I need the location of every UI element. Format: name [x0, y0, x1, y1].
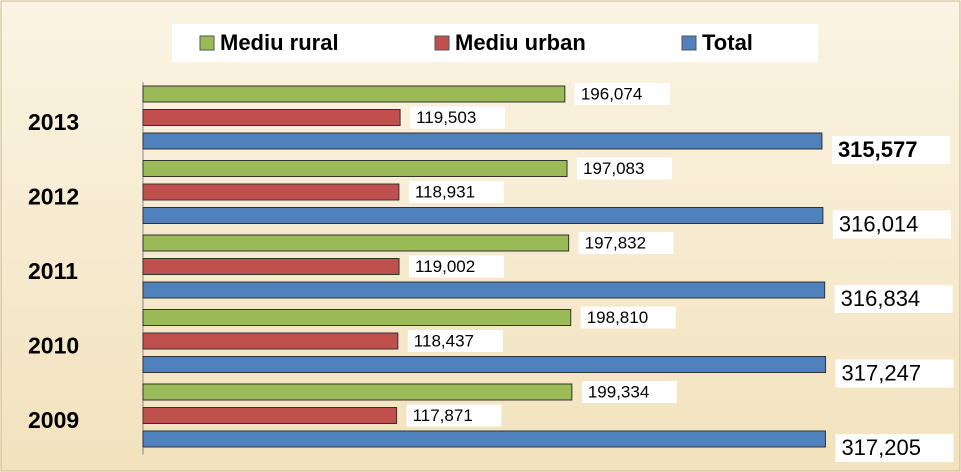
- value-label-box: [835, 359, 954, 388]
- category-label: 2010: [28, 333, 79, 359]
- bar: [142, 281, 826, 299]
- bar: [142, 183, 400, 201]
- value-label-box: [410, 106, 506, 129]
- value-label: 316,014: [839, 211, 919, 236]
- category-label: 2011: [28, 258, 78, 284]
- legend-label: Total: [702, 30, 753, 55]
- value-label: 197,832: [585, 233, 646, 252]
- value-label-box: [406, 404, 502, 427]
- value-label: 119,503: [416, 108, 476, 127]
- category-label: 2012: [28, 184, 79, 210]
- legend-swatch: [434, 35, 450, 51]
- value-label: 118,931: [415, 182, 475, 201]
- bar: [142, 234, 570, 252]
- value-label: 196,074: [581, 84, 642, 103]
- value-label-box: [580, 306, 676, 329]
- value-label-box: [408, 181, 504, 203]
- value-label: 119,002: [415, 257, 475, 276]
- value-label: 117,871: [413, 406, 473, 425]
- value-label-box: [578, 232, 674, 254]
- value-label-box: [574, 83, 670, 105]
- value-label-box: [835, 434, 954, 462]
- value-label-box: [832, 210, 951, 239]
- value-label: 316,834: [841, 286, 921, 311]
- value-label: 199,334: [588, 382, 649, 401]
- bar: [142, 258, 400, 275]
- value-label: 317,205: [841, 435, 921, 460]
- value-label-box: [407, 330, 503, 352]
- bar: [142, 207, 824, 224]
- value-label: 315,577: [838, 137, 918, 162]
- value-label-box: [409, 255, 505, 278]
- bar: [142, 356, 827, 373]
- value-label-box: [581, 381, 677, 403]
- bar: [142, 109, 401, 126]
- legend-label: Mediu rural: [220, 30, 339, 55]
- value-label-box: [834, 285, 953, 313]
- value-label: 118,437: [414, 331, 474, 350]
- value-label: 198,810: [587, 308, 648, 327]
- bar: [142, 160, 568, 177]
- bar: [142, 430, 826, 448]
- category-label: 2013: [28, 109, 79, 135]
- value-label-box: [831, 136, 950, 164]
- bar: [142, 85, 566, 103]
- legend-box: [172, 24, 818, 62]
- value-label: 317,247: [842, 360, 922, 385]
- legend-swatch: [681, 35, 697, 51]
- category-label: 2009: [28, 407, 79, 433]
- bar: [142, 132, 823, 150]
- bar: [142, 309, 572, 326]
- bar: [142, 407, 398, 424]
- bar: [142, 332, 399, 350]
- legend-swatch: [199, 35, 215, 51]
- value-label-box: [577, 157, 673, 180]
- value-label: 197,083: [583, 159, 644, 178]
- bar: [142, 383, 573, 401]
- legend-label: Mediu urban: [455, 30, 586, 55]
